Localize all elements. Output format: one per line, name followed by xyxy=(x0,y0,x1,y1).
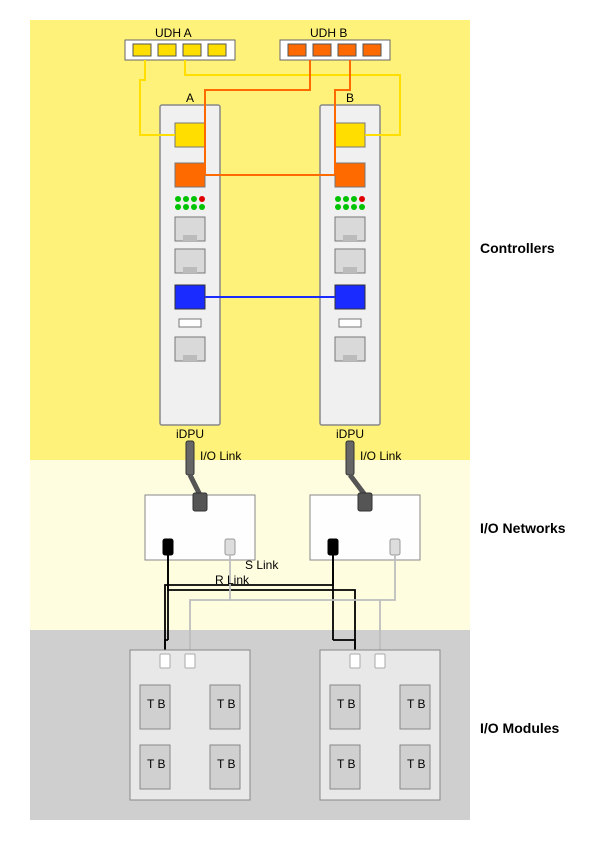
tb-label-b: T B xyxy=(337,757,355,771)
tb-label-a: T B xyxy=(217,697,235,711)
tb-label-b: T B xyxy=(407,757,425,771)
controller-footer-a: iDPU xyxy=(176,427,204,441)
r-link-label: R Link xyxy=(215,573,249,587)
controller-footer-b: iDPU xyxy=(336,427,364,441)
udh-label-a: UDH A xyxy=(155,26,192,40)
io-link-label-a: I/O Link xyxy=(200,449,241,463)
tb-label-a: T B xyxy=(147,757,165,771)
tb-label-a: T B xyxy=(147,697,165,711)
tb-label-b: T B xyxy=(337,697,355,711)
tb-label-a: T B xyxy=(217,757,235,771)
udh-label-b: UDH B xyxy=(310,26,347,40)
zone-label-controllers: Controllers xyxy=(480,240,555,256)
zone-label-io-networks: I/O Networks xyxy=(480,520,566,536)
s-link-label: S Link xyxy=(245,558,278,572)
zone-label-io-modules: I/O Modules xyxy=(480,720,559,736)
controller-label-a: A xyxy=(186,91,194,105)
tb-label-b: T B xyxy=(407,697,425,711)
controller-label-b: B xyxy=(346,91,354,105)
io-link-label-b: I/O Link xyxy=(360,449,401,463)
